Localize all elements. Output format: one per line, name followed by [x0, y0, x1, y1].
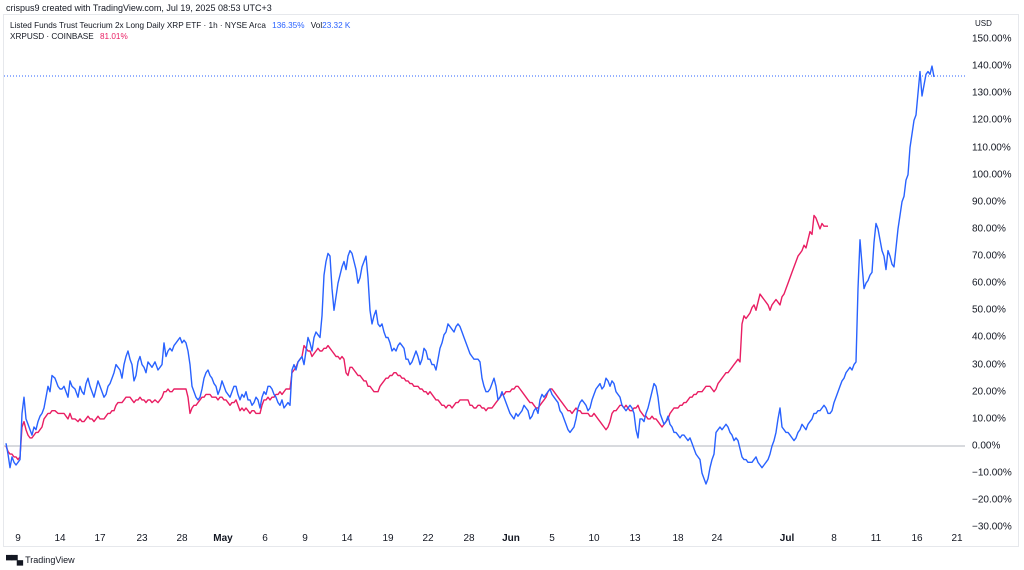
x-tick-label: 5: [549, 533, 555, 544]
x-tick-label: 10: [588, 533, 600, 544]
x-tick-label: 9: [302, 533, 308, 544]
tradingview-logo[interactable]: ▀▀▄ TradingView: [6, 555, 75, 565]
chart-credit: crispus9 created with TradingView.com, J…: [6, 3, 272, 13]
y-tick-label: 130.00%: [972, 87, 1012, 99]
y-tick-label: −30.00%: [972, 521, 1012, 533]
legend-series2-value: 81.01%: [100, 32, 128, 41]
x-tick-label: 17: [94, 533, 106, 544]
y-tick-label: 40.00%: [972, 331, 1006, 343]
y-tick-label: 90.00%: [972, 196, 1006, 208]
x-tick-label: Jun: [502, 533, 520, 544]
x-tick-label: 14: [341, 533, 353, 544]
y-tick-label: 50.00%: [972, 304, 1006, 316]
legend-series1-name: Listed Funds Trust Teucrium 2x Long Dail…: [10, 21, 266, 30]
x-tick-label: 9: [15, 533, 21, 544]
x-tick-label: 6: [262, 533, 268, 544]
x-tick-label: 21: [951, 533, 963, 544]
x-tick-label: 19: [382, 533, 394, 544]
y-axis-unit[interactable]: USD: [975, 19, 992, 28]
x-tick-label: 8: [831, 533, 837, 544]
x-tick-label: 11: [870, 533, 882, 544]
etf-line: [5, 65, 935, 485]
y-tick-label: 70.00%: [972, 250, 1006, 262]
y-tick-label: 80.00%: [972, 223, 1006, 235]
x-tick-label: 24: [711, 533, 723, 544]
x-tick-label: 18: [672, 533, 684, 544]
x-tick-label: 16: [911, 533, 923, 544]
xrpusd-line: [5, 214, 828, 461]
legend-series2-name: XRPUSD · COINBASE: [10, 32, 94, 41]
y-tick-label: 30.00%: [972, 359, 1006, 371]
y-tick-label: 20.00%: [972, 386, 1006, 398]
legend-row-xrpusd[interactable]: XRPUSD · COINBASE 81.01%: [10, 31, 350, 42]
tradingview-logo-icon: ▀▀▄: [6, 555, 23, 565]
y-tick-label: 10.00%: [972, 413, 1006, 425]
legend-vol-value: 23.32 K: [322, 21, 351, 30]
y-tick-label: −20.00%: [972, 494, 1012, 506]
x-tick-label: May: [213, 533, 233, 544]
y-tick-label: 110.00%: [972, 142, 1011, 154]
y-tick-label: 0.00%: [972, 440, 1001, 452]
x-tick-label: 14: [54, 533, 66, 544]
chart-frame: [3, 14, 1019, 547]
x-tick-label: Jul: [779, 533, 795, 544]
y-tick-label: 150.00%: [972, 33, 1012, 45]
x-tick-label: 28: [176, 533, 188, 544]
y-tick-label: 60.00%: [972, 277, 1006, 289]
legend-series1-value: 136.35%: [272, 21, 305, 30]
y-tick-label: 140.00%: [972, 60, 1012, 72]
x-tick-label: 13: [629, 533, 641, 544]
y-tick-label: 100.00%: [972, 169, 1012, 181]
x-tick-label: 23: [136, 533, 148, 544]
y-tick-label: 120.00%: [972, 114, 1012, 126]
tradingview-logo-text: TradingView: [25, 555, 75, 565]
x-tick-label: 28: [463, 533, 475, 544]
x-tick-label: 22: [422, 533, 434, 544]
legend-vol-label: Vol: [310, 21, 323, 30]
legend-row-etf[interactable]: Listed Funds Trust Teucrium 2x Long Dail…: [10, 20, 350, 31]
y-tick-label: −10.00%: [972, 467, 1012, 479]
chart-legend: Listed Funds Trust Teucrium 2x Long Dail…: [10, 20, 350, 42]
